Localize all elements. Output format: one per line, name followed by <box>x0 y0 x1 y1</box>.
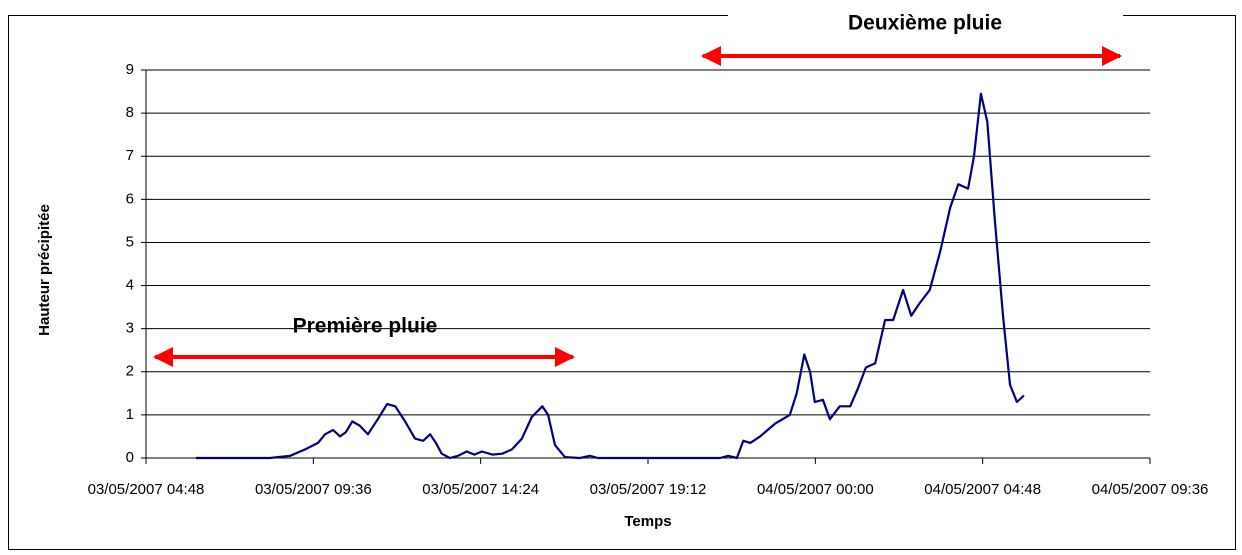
x-tick-label: 04/05/2007 09:36 <box>1092 481 1209 498</box>
y-tick-label: 6 <box>126 190 134 207</box>
x-tick-label: 04/05/2007 04:48 <box>924 481 1041 498</box>
x-tick-label: 03/05/2007 14:24 <box>422 481 539 498</box>
x-tick-label: 03/05/2007 09:36 <box>255 481 372 498</box>
y-tick-label: 9 <box>126 61 134 78</box>
y-tick-label: 2 <box>126 363 134 380</box>
y-tick-label: 8 <box>126 104 134 121</box>
x-tick-label: 03/05/2007 19:12 <box>590 481 707 498</box>
line <box>196 92 1025 460</box>
y-tick-label: 0 <box>126 449 134 466</box>
annotation: Première pluie <box>293 315 438 338</box>
y-tick-label: 7 <box>126 147 134 164</box>
y-tick-label: 3 <box>126 320 134 337</box>
y-tick-label: 1 <box>126 406 134 423</box>
y-tick-label: 5 <box>126 233 134 250</box>
frame <box>8 15 1236 550</box>
x-tick-label: 03/05/2007 04:48 <box>88 481 205 498</box>
y-tick-label: 4 <box>126 277 134 294</box>
x-tick-label: 04/05/2007 00:00 <box>757 481 874 498</box>
y-axis-label: Hauteur précipitée <box>36 204 53 336</box>
label-bg <box>728 8 1123 38</box>
annotation: Deuxième pluie <box>848 12 1002 35</box>
x-axis-label: Temps <box>624 513 671 530</box>
